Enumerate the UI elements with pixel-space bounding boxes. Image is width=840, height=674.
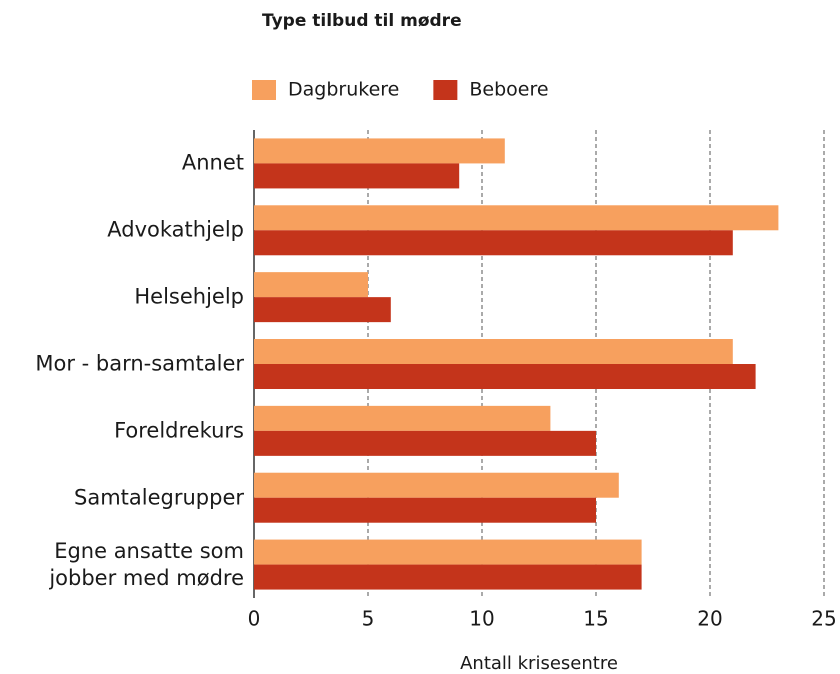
x-tick-label: 20 <box>697 607 722 631</box>
bar <box>254 539 642 565</box>
legend-label: Beboere <box>469 79 548 101</box>
x-tick-label: 15 <box>583 607 608 631</box>
x-tick-label: 25 <box>811 607 836 631</box>
x-tick-label: 0 <box>248 607 261 631</box>
bar <box>254 430 596 456</box>
bar <box>254 297 391 323</box>
x-tick-label: 10 <box>469 607 494 631</box>
y-tick-label: Helsehjelp <box>134 284 244 309</box>
bar <box>254 405 551 431</box>
chart-title: Type tilbud til mødre <box>262 11 462 31</box>
bar <box>254 138 505 164</box>
legend-label: Dagbrukere <box>288 79 399 101</box>
y-tick-label: Samtalegrupper <box>74 485 244 510</box>
bar <box>254 497 596 523</box>
y-tick-label: Annet <box>181 150 244 175</box>
legend-swatch <box>433 80 458 100</box>
legend-swatch <box>252 80 276 100</box>
x-axis-title: Antall krisesentre <box>460 653 618 674</box>
bar <box>254 205 779 231</box>
bar <box>254 230 733 256</box>
y-tick-label: Advokathjelp <box>107 217 244 242</box>
bar <box>254 564 642 590</box>
bar <box>254 339 733 364</box>
y-tick-label: Egne ansatte som jobber med mødre <box>49 538 244 590</box>
y-tick-label: Mor - barn-samtaler <box>35 351 244 376</box>
bar <box>254 364 756 389</box>
bar <box>254 472 619 498</box>
bar <box>254 163 460 189</box>
x-tick-label: 5 <box>362 607 375 631</box>
bar <box>254 272 368 298</box>
y-tick-label: Foreldrekurs <box>114 418 244 443</box>
